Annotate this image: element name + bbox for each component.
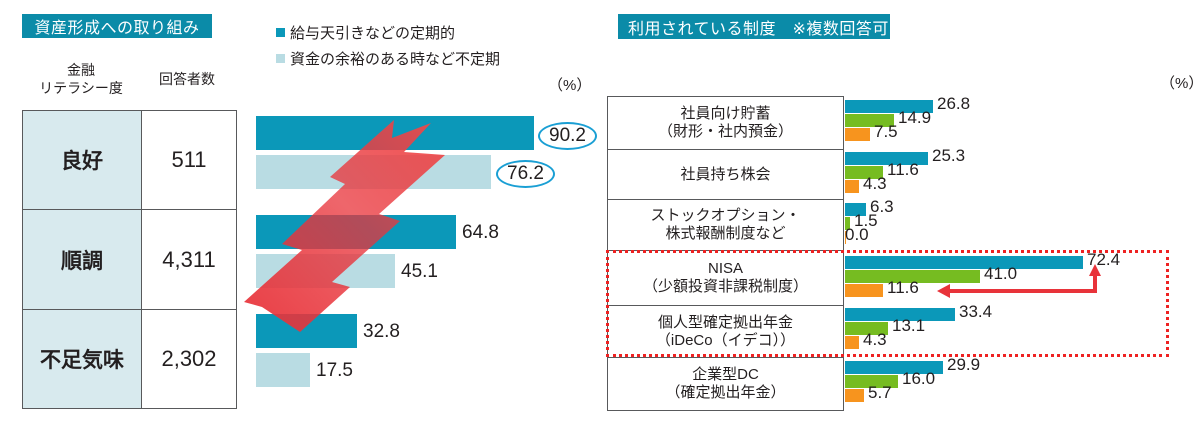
bar-value: 14.9 (898, 108, 932, 127)
bar-regular (256, 314, 357, 348)
bar-steady (845, 166, 883, 179)
legend-label-regular: 給与天引きなどの定期的 (290, 25, 456, 42)
left-table-header-count: 回答者数 (159, 71, 215, 87)
row-label-line1: 社員向け貯蓄 (680, 105, 771, 122)
bar-value: 33.4 (959, 302, 993, 321)
bar-value: 17.5 (316, 360, 353, 381)
bar-insufficient (845, 389, 864, 402)
bar-steady (845, 114, 894, 127)
bar-value: 72.4 (1087, 250, 1121, 269)
row-label-line1: 社員持ち株会 (680, 165, 771, 183)
bar-value: 45.1 (401, 261, 438, 282)
table-row: 順調 4,311 (22, 209, 237, 310)
bar-value: 5.7 (868, 383, 892, 402)
bar-steady (845, 322, 888, 335)
bar-irregular (256, 254, 395, 288)
table-row: 良好 511 (22, 110, 237, 210)
bar-value: 29.9 (947, 355, 981, 374)
bar-steady (845, 375, 898, 388)
bar-value: 0.0 (845, 225, 869, 244)
left-row-category: 不足気味 (22, 309, 142, 409)
bar-insufficient (845, 231, 846, 244)
right-row-label: NISA （少額投資非課税制度） (607, 250, 844, 306)
left-row-count: 511 (141, 110, 237, 210)
bar-value: 4.3 (863, 174, 887, 193)
bar-irregular (256, 155, 491, 189)
bar-value: 16.0 (902, 369, 936, 388)
row-label-line2: （財形・社内預金） (657, 123, 793, 140)
row-label-line2: 株式報酬制度など (665, 225, 786, 242)
bar-good (845, 256, 1083, 269)
row-label-line1: 企業型DC (692, 366, 759, 383)
table-row: ストックオプション・ 株式報酬制度など (607, 199, 844, 251)
bar-insufficient (845, 284, 883, 297)
bar-value: 4.3 (863, 330, 887, 349)
left-row-category: 良好 (22, 110, 142, 210)
left-bar-group: 90.2 76.2 64.8 45.1 32.8 17.5 (256, 110, 597, 410)
legend-item-regular: 給与天引きなどの定期的 (276, 22, 455, 43)
bar-value: 32.8 (363, 321, 400, 342)
left-section-title: 資産形成への取り組み (22, 14, 212, 38)
bar-value: 11.6 (887, 278, 919, 297)
bar-insufficient (845, 336, 859, 349)
right-row-label: 社員向け貯蓄 （財形・社内預金） (607, 96, 844, 150)
bar-value: 26.8 (937, 94, 971, 113)
right-section-title: 利用されている制度 ※複数回答可 (618, 14, 890, 39)
row-label-line2: （確定拠出年金） (665, 384, 786, 401)
bar-value: 1.5 (854, 211, 878, 230)
legend-label-irregular: 資金の余裕のある時など不定期 (290, 51, 501, 68)
legend-item-irregular: 資金の余裕のある時など不定期 (276, 48, 500, 69)
left-row-category: 順調 (22, 209, 142, 310)
bar-good (845, 308, 955, 321)
bar-regular (256, 116, 534, 150)
bar-value: 11.6 (887, 160, 919, 179)
right-data-table: 社員向け貯蓄 （財形・社内預金） 社員持ち株会 ストックオプション・ 株式報酬制… (607, 96, 844, 411)
row-label-line2: （iDeCo（イデコ）） (655, 331, 796, 349)
bar-value: 6.3 (870, 197, 894, 216)
bar-insufficient (845, 180, 859, 193)
right-row-label: 企業型DC （確定拠出年金） (607, 357, 844, 411)
bar-value: 13.1 (892, 316, 926, 335)
table-row: 個人型確定拠出年金 （iDeCo（イデコ）） (607, 305, 844, 358)
row-label-line2: （少額投資非課税制度） (642, 278, 808, 295)
bar-good (845, 100, 933, 113)
bar-steady (845, 217, 850, 230)
table-row: 社員持ち株会 (607, 149, 844, 200)
right-bar-group: 26.8 14.9 7.5 25.3 11.6 4.3 6.3 1.5 0.0 … (845, 94, 1185, 416)
bar-insufficient (845, 128, 870, 141)
bar-regular (256, 215, 456, 249)
bar-value: 64.8 (462, 222, 499, 243)
left-unit-label: （%） (548, 77, 592, 94)
right-row-label: ストックオプション・ 株式報酬制度など (607, 199, 844, 251)
left-table-header-category: 金融 リテラシー度 (39, 62, 123, 96)
legend-swatch-irregular-icon (276, 54, 285, 63)
table-row: 企業型DC （確定拠出年金） (607, 357, 844, 411)
table-row: NISA （少額投資非課税制度） (607, 250, 844, 306)
table-row: 社員向け貯蓄 （財形・社内預金） (607, 96, 844, 150)
bar-irregular (256, 353, 310, 387)
row-label-line1: 個人型確定拠出年金 (657, 313, 793, 331)
row-label-line1: ストックオプション・ (650, 207, 801, 224)
bar-good (845, 361, 943, 374)
bar-value: 25.3 (932, 146, 966, 165)
row-label-line1: NISA (707, 260, 743, 277)
left-chart-panel: 資産形成への取り組み 給与天引きなどの定期的 資金の余裕のある時など不定期 （%… (22, 14, 597, 410)
left-row-count: 2,302 (141, 309, 237, 409)
table-row: 不足気味 2,302 (22, 309, 237, 409)
left-data-table: 良好 511 順調 4,311 不足気味 2,302 (22, 110, 237, 409)
bar-steady (845, 270, 980, 283)
right-unit-label: （%） (1160, 75, 1200, 92)
bar-value: 41.0 (984, 264, 1018, 283)
right-row-label: 個人型確定拠出年金 （iDeCo（イデコ）） (607, 305, 844, 358)
bar-good (845, 152, 928, 165)
bar-good (845, 203, 866, 216)
right-chart-panel: 利用されている制度 ※複数回答可 良好 （489人） 順調 （3,137人） 不… (600, 0, 1200, 424)
left-row-count: 4,311 (141, 209, 237, 310)
bar-value-circled: 90.2 (538, 122, 597, 150)
legend-swatch-regular-icon (276, 28, 285, 37)
bar-value-circled: 76.2 (496, 160, 555, 188)
bar-value: 7.5 (874, 122, 898, 141)
right-row-label: 社員持ち株会 (607, 149, 844, 200)
